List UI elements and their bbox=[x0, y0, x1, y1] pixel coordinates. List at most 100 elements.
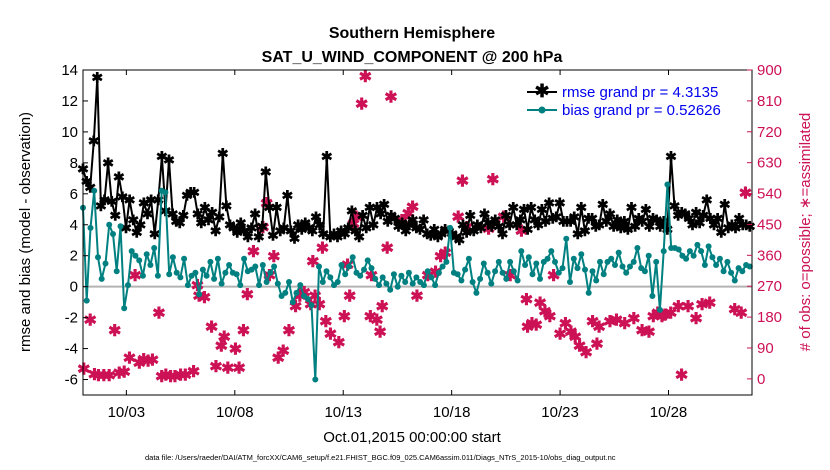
rmse-point: ✱ bbox=[346, 203, 358, 219]
obs-count-point: ✱ bbox=[384, 89, 397, 106]
obs-count-point: ✱ bbox=[410, 289, 423, 306]
rmse-point: ✱ bbox=[353, 229, 365, 245]
bias-point bbox=[342, 271, 349, 278]
obs-count-point: ✱ bbox=[402, 206, 415, 223]
obs-count-point: ✱ bbox=[237, 323, 250, 340]
bias-point bbox=[338, 262, 345, 268]
rmse-point: ✱ bbox=[654, 218, 666, 234]
rmse-point: ✱ bbox=[450, 229, 462, 245]
bias-point bbox=[435, 269, 442, 276]
rmse-point: ✱ bbox=[181, 187, 193, 203]
rmse-point: ✱ bbox=[457, 217, 469, 233]
obs-count-point: ✱ bbox=[456, 174, 469, 191]
bias-point bbox=[641, 268, 648, 275]
chart-title-line1: Southern Hemisphere bbox=[329, 25, 495, 42]
rmse-point: ✱ bbox=[170, 214, 182, 230]
obs-count-point: ✱ bbox=[83, 313, 96, 330]
rmse-point: ✱ bbox=[672, 208, 684, 224]
rmse-point: ✱ bbox=[264, 200, 276, 216]
bias-point bbox=[110, 231, 116, 237]
legend-rmse-marker: ✱ bbox=[534, 81, 549, 101]
bias-point bbox=[252, 263, 259, 270]
rmse-point: ✱ bbox=[99, 192, 111, 208]
rmse-point: ✱ bbox=[321, 149, 333, 165]
obs-count-point: ✱ bbox=[343, 289, 356, 306]
rmse-point: ✱ bbox=[475, 220, 487, 236]
bias-point bbox=[563, 235, 570, 242]
obs-count-point: ✱ bbox=[734, 306, 747, 323]
rmse-point: ✱ bbox=[378, 197, 390, 213]
bias-point bbox=[289, 299, 296, 306]
rmse-point: ✱ bbox=[342, 220, 354, 236]
obs-count-point: ✱ bbox=[573, 338, 586, 355]
rmse-point: ✱ bbox=[203, 212, 215, 228]
bias-point bbox=[173, 269, 180, 276]
rmse-point: ✱ bbox=[131, 225, 143, 241]
obs-count-point: ✱ bbox=[530, 318, 543, 335]
bias-point bbox=[525, 254, 532, 261]
obs-count-point: ✱ bbox=[117, 365, 130, 382]
bias-point bbox=[214, 255, 221, 262]
rmse-point: ✱ bbox=[81, 173, 93, 189]
rmse-point: ✱ bbox=[393, 218, 405, 234]
bias-point bbox=[259, 262, 266, 268]
bias-point bbox=[166, 271, 173, 278]
bias-point bbox=[207, 258, 214, 265]
obs-count-point: ✱ bbox=[559, 316, 572, 333]
rmse-point: ✱ bbox=[135, 217, 147, 233]
obs-count-point: ✱ bbox=[521, 319, 534, 336]
chart-title-line2: SAT_U_WIND_COMPONENT @ 200 hPa bbox=[262, 49, 563, 66]
bias-point bbox=[267, 269, 274, 276]
y-tick-right-label: 900 bbox=[757, 62, 782, 79]
bias-point bbox=[323, 268, 330, 275]
rmse-point: ✱ bbox=[529, 212, 541, 228]
x-axis-label: Oct.01,2015 00:00:00 start bbox=[323, 429, 501, 446]
rmse-point: ✱ bbox=[421, 226, 433, 242]
rmse-point: ✱ bbox=[206, 204, 218, 220]
rmse-point: ✱ bbox=[439, 221, 451, 237]
plot-background bbox=[83, 70, 752, 395]
bias-point bbox=[510, 268, 517, 275]
rmse-point: ✱ bbox=[715, 225, 727, 241]
bias-point bbox=[169, 254, 176, 261]
y-tick-left-label: 10 bbox=[61, 124, 78, 141]
bias-point bbox=[263, 279, 270, 285]
rmse-point: ✱ bbox=[500, 208, 512, 224]
bias-point bbox=[233, 271, 240, 278]
rmse-point: ✱ bbox=[486, 218, 498, 234]
rmse-point: ✱ bbox=[163, 152, 175, 168]
bias-point bbox=[143, 251, 150, 258]
obs-count-point: ✱ bbox=[655, 309, 668, 326]
bias-point bbox=[649, 293, 656, 299]
obs-count-point: ✱ bbox=[174, 367, 187, 384]
bias-point bbox=[694, 241, 701, 248]
bias-point bbox=[346, 263, 352, 270]
rmse-point: ✱ bbox=[210, 223, 222, 239]
obs-count-point: ✱ bbox=[108, 323, 121, 340]
rmse-point: ✱ bbox=[120, 220, 132, 236]
bias-point bbox=[645, 252, 652, 259]
rmse-point: ✱ bbox=[213, 209, 225, 225]
bias-point bbox=[597, 258, 603, 265]
rmse-point: ✱ bbox=[231, 225, 243, 241]
rmse-point: ✱ bbox=[662, 221, 674, 237]
bias-point bbox=[304, 296, 311, 302]
rmse-point: ✱ bbox=[138, 195, 150, 211]
bias-point bbox=[615, 249, 622, 256]
rmse-point: ✱ bbox=[461, 225, 473, 241]
rmse-point: ✱ bbox=[95, 198, 107, 214]
bias-point bbox=[548, 248, 555, 255]
rmse-point: ✱ bbox=[629, 218, 641, 234]
obs-count-point: ✱ bbox=[316, 240, 329, 257]
obs-count-point: ✱ bbox=[267, 249, 280, 266]
y-tick-right-label: 90 bbox=[757, 340, 774, 357]
obs-count-point: ✱ bbox=[451, 210, 464, 227]
bias-point bbox=[282, 289, 289, 296]
bias-point bbox=[256, 282, 263, 289]
obs-count-point: ✱ bbox=[97, 368, 110, 385]
rmse-point: ✱ bbox=[676, 204, 688, 220]
bias-point bbox=[83, 297, 90, 304]
bias-point bbox=[739, 268, 746, 275]
obs-count-point: ✱ bbox=[592, 319, 605, 336]
bias-point bbox=[379, 274, 386, 281]
